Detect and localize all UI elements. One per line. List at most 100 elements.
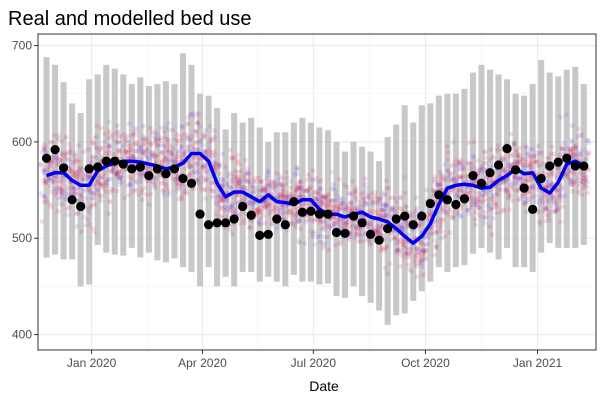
simulated-point	[68, 150, 73, 156]
simulated-point	[264, 172, 270, 178]
simulated-point	[273, 182, 279, 188]
simulated-point	[140, 137, 146, 143]
simulated-point	[183, 186, 189, 192]
simulated-point	[438, 178, 444, 184]
simulated-point	[143, 192, 149, 197]
simulated-point	[63, 151, 69, 157]
simulated-point	[286, 194, 291, 200]
simulated-point	[237, 177, 242, 183]
simulated-point	[94, 123, 100, 129]
simulated-point	[580, 176, 586, 181]
simulated-point	[490, 196, 496, 201]
simulated-point	[115, 174, 121, 180]
simulated-point	[200, 179, 206, 185]
simulated-point	[580, 172, 586, 178]
simulated-point	[398, 225, 404, 231]
range-bar	[529, 84, 536, 272]
simulated-point	[493, 205, 499, 210]
simulated-point	[193, 154, 199, 160]
simulated-point	[304, 188, 310, 194]
simulated-point	[124, 133, 130, 139]
simulated-point	[150, 156, 156, 162]
simulated-point	[330, 202, 336, 208]
real-point	[195, 209, 205, 219]
simulated-point	[100, 174, 106, 180]
simulated-point	[101, 185, 107, 191]
simulated-point	[148, 125, 153, 131]
real-point	[280, 220, 290, 230]
simulated-point	[150, 153, 155, 159]
simulated-point	[550, 193, 556, 198]
simulated-point	[270, 203, 276, 209]
simulated-point	[227, 227, 233, 233]
simulated-point	[191, 147, 197, 153]
simulated-point	[363, 185, 369, 190]
simulated-point	[551, 195, 557, 201]
simulated-point	[88, 190, 93, 196]
simulated-point	[568, 177, 574, 183]
simulated-point	[304, 177, 310, 183]
simulated-point	[527, 146, 533, 152]
x-tick-label: Jan 2021	[513, 356, 563, 370]
simulated-point	[297, 186, 303, 191]
range-bar	[444, 93, 451, 272]
simulated-point	[237, 178, 243, 184]
simulated-point	[473, 209, 479, 215]
simulated-point	[331, 215, 336, 221]
simulated-point	[298, 226, 303, 232]
simulated-point	[540, 161, 546, 166]
real-point	[161, 169, 171, 179]
simulated-point	[475, 158, 481, 163]
simulated-point	[536, 201, 542, 206]
simulated-point	[94, 145, 100, 151]
simulated-point	[216, 213, 222, 219]
simulated-point	[308, 184, 313, 190]
simulated-point	[413, 252, 419, 258]
simulated-point	[179, 144, 185, 150]
simulated-point	[151, 154, 157, 159]
simulated-point	[544, 179, 550, 185]
simulated-point	[480, 170, 486, 176]
simulated-point	[326, 247, 332, 253]
simulated-point	[202, 196, 208, 201]
simulated-point	[262, 186, 268, 192]
simulated-point	[563, 172, 569, 177]
simulated-point	[442, 162, 448, 168]
simulated-point	[186, 147, 192, 153]
simulated-point	[233, 200, 239, 206]
simulated-point	[56, 132, 62, 138]
simulated-point	[133, 177, 138, 182]
simulated-point	[297, 178, 303, 184]
simulated-point	[99, 175, 105, 181]
simulated-point	[165, 188, 171, 194]
real-point	[110, 156, 120, 166]
simulated-point	[458, 213, 464, 219]
simulated-point	[242, 176, 248, 182]
simulated-point	[191, 155, 196, 161]
simulated-point	[234, 177, 240, 183]
simulated-point	[169, 151, 175, 157]
simulated-point	[116, 133, 122, 139]
simulated-point	[131, 154, 136, 160]
simulated-point	[456, 189, 462, 195]
simulated-point	[548, 172, 553, 178]
simulated-point	[74, 171, 80, 176]
simulated-point	[527, 189, 532, 195]
simulated-point	[263, 189, 269, 195]
simulated-point	[224, 197, 230, 203]
simulated-point	[346, 206, 351, 212]
simulated-point	[116, 149, 122, 155]
simulated-point	[437, 182, 443, 188]
simulated-point	[458, 214, 464, 220]
simulated-point	[98, 125, 104, 131]
simulated-point	[133, 128, 139, 134]
simulated-point	[384, 203, 390, 209]
simulated-point	[254, 207, 259, 213]
simulated-point	[172, 159, 178, 165]
simulated-point	[166, 137, 172, 143]
simulated-point	[383, 212, 388, 218]
simulated-point	[90, 195, 96, 201]
simulated-point	[352, 188, 358, 194]
simulated-point	[92, 202, 98, 208]
simulated-point	[60, 177, 66, 183]
